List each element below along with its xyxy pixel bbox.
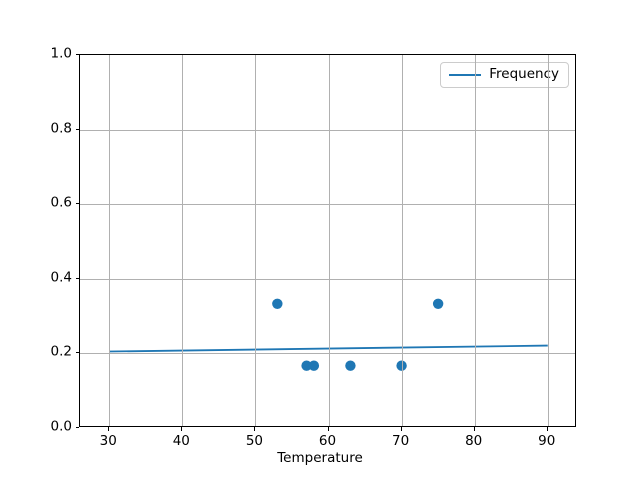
legend-line-swatch-frequency xyxy=(449,73,482,76)
y-axis-tick-label: 1.0 xyxy=(50,45,72,62)
y-axis-tick-label: 0.6 xyxy=(50,194,72,211)
plot-area: Frequency xyxy=(79,54,576,427)
y-axis-tick-label: 0.8 xyxy=(50,119,72,136)
scatter-point xyxy=(272,298,283,309)
scatter-point xyxy=(432,298,444,309)
gridline-vertical xyxy=(328,55,330,426)
legend-label-frequency: Frequency xyxy=(489,66,559,82)
x-axis-tick-label: 70 xyxy=(391,433,410,449)
scatter-point xyxy=(308,360,320,371)
gridline-horizontal xyxy=(80,353,575,355)
gridline-vertical xyxy=(401,55,403,426)
gridline-vertical xyxy=(547,55,549,426)
y-axis-tick xyxy=(75,427,79,428)
y-axis-tick xyxy=(75,352,79,354)
x-axis-tick xyxy=(546,427,548,431)
x-axis-tick xyxy=(327,427,329,431)
y-axis-tick-label: 0.2 xyxy=(50,343,72,360)
y-axis-tick xyxy=(75,128,79,130)
x-axis-tick xyxy=(181,427,183,431)
gridline-vertical xyxy=(109,55,111,426)
y-axis-tick xyxy=(75,54,79,55)
x-axis-tick xyxy=(473,427,475,431)
scatter-point xyxy=(345,360,356,371)
x-axis-tick-label: 90 xyxy=(538,433,556,449)
x-axis-tick xyxy=(400,427,402,431)
x-axis-tick-label: 30 xyxy=(99,433,117,449)
x-axis-tick-label: 40 xyxy=(172,433,190,449)
gridline-horizontal xyxy=(80,278,575,280)
x-axis-label: Temperature xyxy=(277,450,363,466)
y-axis-tick xyxy=(75,203,79,205)
gridline-vertical xyxy=(182,55,184,426)
y-axis-tick-label: 0.0 xyxy=(50,418,72,435)
gridline-horizontal xyxy=(80,129,575,131)
y-axis-tick-label: 0.4 xyxy=(50,269,72,286)
x-axis-tick xyxy=(108,427,110,431)
chart-legend[interactable]: Frequency xyxy=(440,62,569,88)
x-axis-tick-label: 60 xyxy=(318,433,337,449)
gridline-vertical xyxy=(255,55,257,426)
x-axis-tick xyxy=(254,427,256,431)
x-axis-tick-label: 50 xyxy=(245,433,263,449)
x-axis-tick-label: 80 xyxy=(465,433,483,449)
gridline-vertical xyxy=(474,55,476,426)
y-axis-tick xyxy=(75,277,79,279)
scatter-point xyxy=(301,360,312,371)
gridline-horizontal xyxy=(80,204,575,206)
